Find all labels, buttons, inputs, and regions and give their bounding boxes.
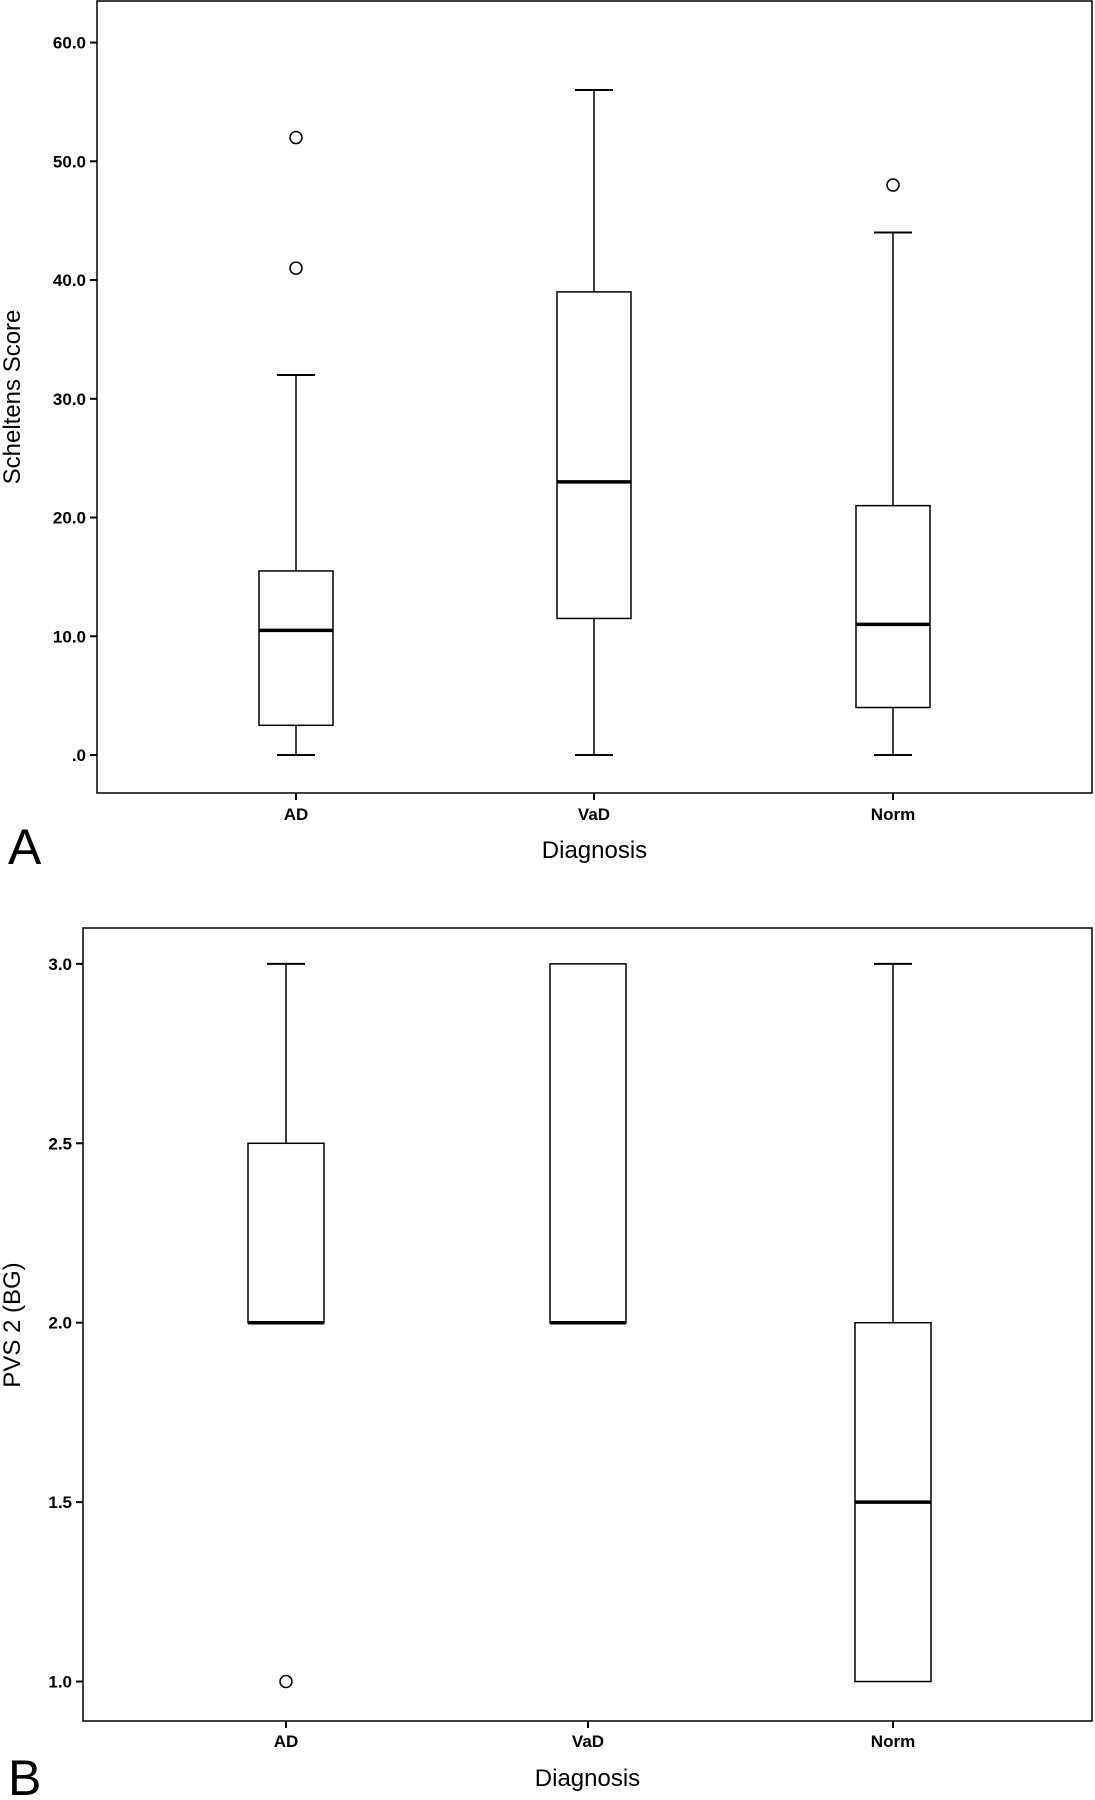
- panel-b-boxplot: 1.0 1.5 2.0 2.5 3.0 AD VaD Norm Diagnosis PVS 2 (…: [0, 927, 1093, 1800]
- x-tick-label: VaD: [572, 1732, 604, 1751]
- iqr-box: [247, 1142, 325, 1324]
- y-tick-label: 20.0: [53, 509, 86, 528]
- box-ad: [247, 962, 325, 1689]
- iqr-box: [855, 504, 931, 709]
- box-ad: [258, 130, 334, 757]
- y-tick-label: 10.0: [53, 627, 86, 646]
- y-tick-label: 50.0: [53, 152, 86, 171]
- x-tick-label: AD: [274, 1732, 299, 1751]
- y-tick-label: 1.5: [48, 1493, 72, 1512]
- x-tick-label: VaD: [578, 805, 610, 824]
- y-tick-label: 40.0: [53, 271, 86, 290]
- y-tick-label: 3.0: [48, 955, 72, 974]
- iqr-box: [556, 291, 632, 620]
- x-axis-label: Diagnosis: [542, 837, 647, 864]
- y-axis-label: Scheltens Score: [0, 310, 26, 485]
- outlier-point: [886, 178, 900, 192]
- y-axis-label: PVS 2 (BG): [0, 1262, 26, 1387]
- box-vad: [549, 963, 627, 1325]
- y-tick-label: .0: [72, 746, 86, 765]
- y-tick-label: 30.0: [53, 390, 86, 409]
- box-norm: [854, 962, 932, 1683]
- iqr-box: [549, 963, 627, 1324]
- panel-a-boxplot: .0 10.0 20.0 30.0 40.0 50.0 60.0 AD VaD Norm Diagn…: [0, 0, 1093, 875]
- panel-letter: A: [8, 819, 42, 875]
- x-tick-label: Norm: [871, 805, 915, 824]
- y-tick-label: 2.0: [48, 1314, 72, 1333]
- outlier-point: [289, 130, 303, 145]
- y-tick-label: 1.0: [48, 1673, 72, 1692]
- y-tick-label: 2.5: [48, 1134, 72, 1153]
- x-tick-label: AD: [284, 805, 309, 824]
- y-tick-label: 60.0: [53, 34, 86, 53]
- panel-letter: B: [8, 1750, 41, 1800]
- box-norm: [855, 178, 931, 757]
- outlier-point: [279, 1674, 293, 1689]
- outlier-point: [289, 261, 303, 275]
- x-axis-label: Diagnosis: [535, 1765, 640, 1792]
- box-vad: [556, 89, 632, 757]
- iqr-box: [258, 570, 334, 727]
- x-tick-label: Norm: [871, 1732, 915, 1751]
